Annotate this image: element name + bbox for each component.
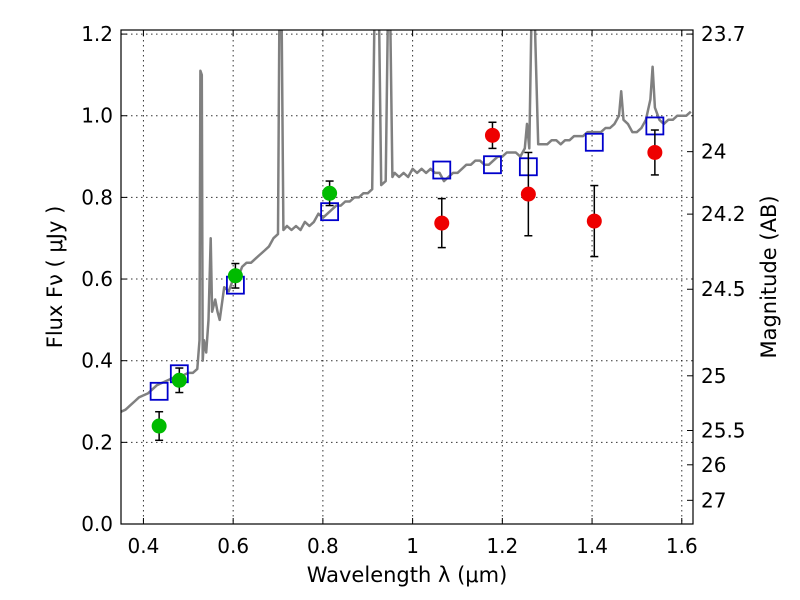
- x-tick-label: 1.4: [576, 534, 608, 558]
- x-axis-title: Wavelength λ (μm): [307, 563, 508, 587]
- y-tick-label: 0.0: [81, 512, 113, 536]
- y-tick-label: 0.2: [81, 430, 113, 454]
- y2-tick-label: 25: [701, 364, 726, 388]
- red-data-point: [434, 215, 450, 231]
- spectrum-layer: [121, 30, 692, 413]
- y-tick-label: 0.8: [81, 185, 113, 209]
- red-data-point: [484, 127, 500, 143]
- green-data-point: [171, 372, 187, 388]
- model-square-marker: [483, 155, 502, 175]
- red-data-point: [520, 186, 536, 202]
- x-tick-label: 1: [406, 534, 419, 558]
- y-tick-label: 1.0: [81, 104, 113, 128]
- y2-tick-label: 25.5: [701, 419, 746, 443]
- x-tick-label: 1.2: [486, 534, 518, 558]
- y2-tick-label: 26: [701, 453, 726, 477]
- spectrum-line: [121, 30, 692, 413]
- y-tick-label: 0.4: [81, 349, 113, 373]
- x-tick-label: 0.6: [217, 534, 249, 558]
- y2-tick-label: 23.7: [701, 22, 746, 46]
- axis-ticks: 0.4 0.6 0.8 1 1.2 1.4 1.6 0.0 0.2 0.4 0.6 0.8 1.0 1.2…: [81, 22, 745, 558]
- plot-frame: [120, 29, 694, 525]
- model-square-marker: [149, 381, 169, 401]
- red-data-point: [647, 144, 663, 160]
- x-tick-label: 0.4: [128, 534, 160, 558]
- y2-tick-label: 27: [701, 488, 726, 512]
- y-tick-label: 0.6: [81, 267, 113, 291]
- y-tick-label: 1.2: [81, 22, 113, 46]
- x-tick-label: 1.6: [666, 534, 698, 558]
- model-square-marker: [432, 160, 452, 180]
- model-square-marker: [584, 132, 604, 152]
- y2-tick-label: 24: [701, 140, 726, 164]
- green-data-point: [322, 185, 338, 201]
- green-data-point: [151, 418, 167, 434]
- y2-axis-title: Magnitude (AB): [757, 195, 781, 358]
- red-data-point: [586, 213, 602, 229]
- y2-tick-label: 24.2: [701, 202, 746, 226]
- grid-lines: [121, 30, 693, 525]
- x-tick-label: 0.8: [307, 534, 339, 558]
- marker-layer: [149, 116, 665, 442]
- y2-tick-label: 24.5: [701, 277, 746, 301]
- green-data-point: [227, 268, 243, 284]
- y-axis-title: Flux Fν ( μJy ): [43, 206, 67, 349]
